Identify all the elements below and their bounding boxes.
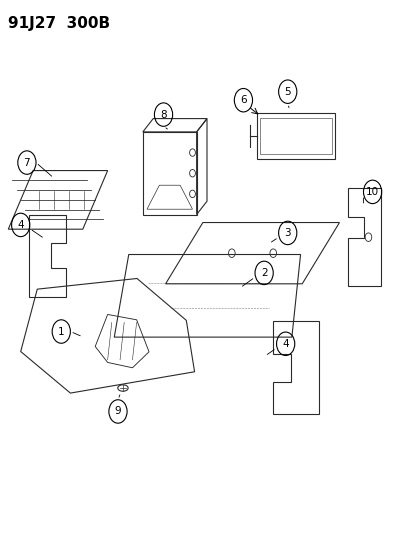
Text: 91J27  300B: 91J27 300B [8,16,110,31]
Text: 9: 9 [114,407,121,416]
Text: 4: 4 [282,339,288,349]
Text: 2: 2 [260,268,267,278]
Text: 5: 5 [284,87,290,96]
Text: 7: 7 [24,158,30,167]
Text: 1: 1 [58,327,64,336]
Text: 10: 10 [365,187,378,197]
Text: 6: 6 [240,95,246,105]
Text: 4: 4 [17,220,24,230]
Text: 3: 3 [284,228,290,238]
Text: 8: 8 [160,110,166,119]
